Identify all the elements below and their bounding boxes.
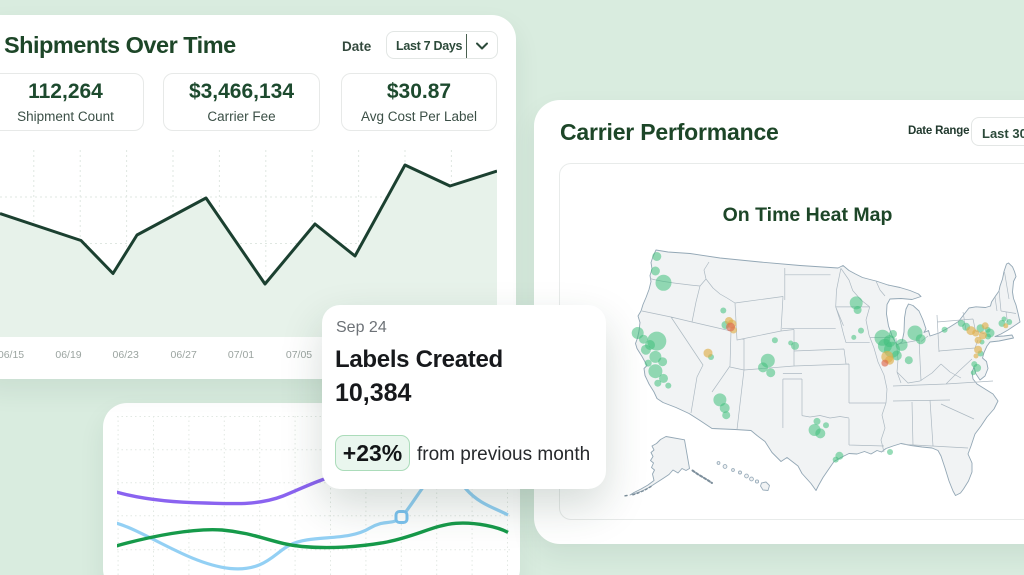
svg-text:07/01: 07/01 bbox=[228, 349, 254, 361]
svg-text:07/05: 07/05 bbox=[286, 349, 312, 361]
svg-text:06/15: 06/15 bbox=[0, 349, 24, 361]
svg-text:06/27: 06/27 bbox=[171, 349, 197, 361]
svg-text:06/23: 06/23 bbox=[113, 349, 139, 361]
svg-text:06/19: 06/19 bbox=[55, 349, 81, 361]
